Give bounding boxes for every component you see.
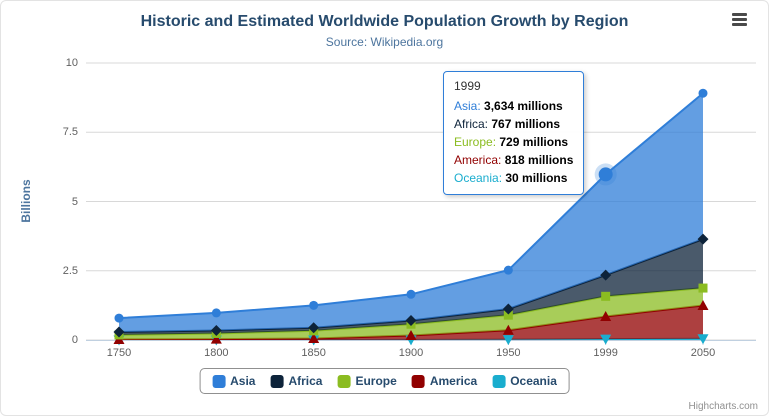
menu-bar [732, 13, 747, 16]
point-africa-1750[interactable] [113, 326, 125, 338]
chart-subtitle: Source: Wikipedia.org [325, 35, 444, 49]
point-america-1900[interactable] [405, 330, 417, 341]
tooltip-series-name: Africa: [454, 117, 492, 131]
x-axis-label: 1800 [204, 347, 229, 359]
point-africa-1999[interactable] [600, 269, 612, 281]
legend-item-america[interactable]: America [411, 374, 478, 388]
x-axis-label: 2050 [690, 347, 716, 359]
point-asia-1850[interactable] [309, 300, 319, 310]
point-america-1850[interactable] [308, 332, 320, 343]
tooltip-header: 1999 [454, 79, 481, 93]
area-asia[interactable] [119, 93, 703, 332]
tooltip-series-value: 767 millions [491, 117, 561, 131]
point-europe-1999[interactable] [601, 291, 611, 301]
legend-item-africa[interactable]: Africa [270, 374, 322, 388]
credits-link[interactable]: Highcharts.com [688, 401, 758, 412]
legend-swatch-icon [270, 374, 284, 388]
tooltip: 1999 Asia: 3,634 millions Africa: 767 mil… [443, 71, 585, 195]
legend-swatch-icon [337, 374, 351, 388]
y-axis-label: 10 [65, 57, 78, 69]
tooltip-series-name: Asia: [454, 99, 485, 113]
legend-item-europe[interactable]: Europe [337, 374, 397, 388]
menu-bar [732, 18, 747, 21]
y-axis-label: 2.5 [62, 264, 78, 277]
legend-item-asia[interactable]: Asia [212, 374, 255, 388]
area-america[interactable] [119, 305, 703, 340]
export-menu-icon[interactable] [732, 11, 749, 28]
point-america-1950[interactable] [502, 324, 514, 335]
legend-swatch-icon [212, 374, 226, 388]
legend-swatch-icon [411, 374, 425, 388]
menu-bar [732, 23, 747, 26]
point-america-1800[interactable] [210, 333, 222, 344]
area-africa[interactable] [119, 239, 703, 335]
legend-label: Africa [288, 374, 323, 388]
point-asia-1900[interactable] [406, 289, 416, 299]
y-axis-label: 0 [71, 334, 78, 346]
tooltip-row: Asia: 3,634 millions [454, 97, 573, 115]
point-europe-1950[interactable] [503, 310, 513, 320]
point-asia-2050[interactable] [698, 88, 708, 98]
y-axis-label: 7.5 [62, 126, 78, 139]
y-axis-label: 5 [71, 195, 78, 208]
x-axis-label: 1850 [301, 347, 326, 359]
point-america-1999[interactable] [600, 311, 612, 322]
x-axis-label: 1950 [496, 347, 521, 359]
point-africa-1850[interactable] [308, 322, 320, 334]
tooltip-rows: Asia: 3,634 millions Africa: 767 millions… [454, 97, 573, 187]
point-asia-1999[interactable] [598, 167, 613, 182]
point-asia-1800[interactable] [211, 308, 221, 318]
legend-label: America [429, 374, 478, 388]
legend: Asia Africa Europe America Oceania [199, 368, 570, 394]
tooltip-series-value: 3,634 millions [484, 99, 563, 113]
legend-swatch-icon [492, 374, 506, 388]
tooltip-series-name: Oceania: [454, 171, 506, 185]
tooltip-row: Africa: 767 millions [454, 115, 573, 133]
x-axis-label: 1999 [593, 347, 618, 359]
x-axis-label: 1900 [398, 347, 424, 359]
point-oceania-1999[interactable] [600, 334, 612, 345]
tooltip-series-value: 30 millions [505, 171, 568, 185]
legend-item-oceania[interactable]: Oceania [492, 374, 557, 388]
tooltip-series-value: 818 millions [504, 153, 574, 167]
legend-label: Europe [355, 374, 397, 388]
x-axis-label: 1750 [106, 347, 132, 359]
point-europe-2050[interactable] [698, 283, 708, 293]
tooltip-series-name: America: [454, 153, 505, 167]
point-africa-2050[interactable] [697, 233, 709, 245]
point-america-2050[interactable] [697, 299, 709, 310]
point-africa-1900[interactable] [405, 315, 417, 327]
tooltip-row: America: 818 millions [454, 151, 573, 169]
point-africa-1950[interactable] [502, 303, 514, 315]
tooltip-row: Europe: 729 millions [454, 133, 573, 151]
legend-label: Oceania [510, 374, 557, 388]
legend-label: Asia [230, 374, 256, 388]
point-oceania-2050[interactable] [697, 334, 709, 345]
chart-title: Historic and Estimated Worldwide Populat… [140, 13, 629, 30]
tooltip-series-name: Europe: [454, 135, 500, 149]
point-oceania-1950[interactable] [502, 335, 514, 346]
point-asia-1950[interactable] [503, 265, 513, 275]
tooltip-row: Oceania: 30 millions [454, 169, 573, 187]
point-asia-1750[interactable] [114, 313, 124, 323]
point-africa-1800[interactable] [210, 324, 222, 336]
tooltip-series-value: 729 millions [499, 135, 569, 149]
